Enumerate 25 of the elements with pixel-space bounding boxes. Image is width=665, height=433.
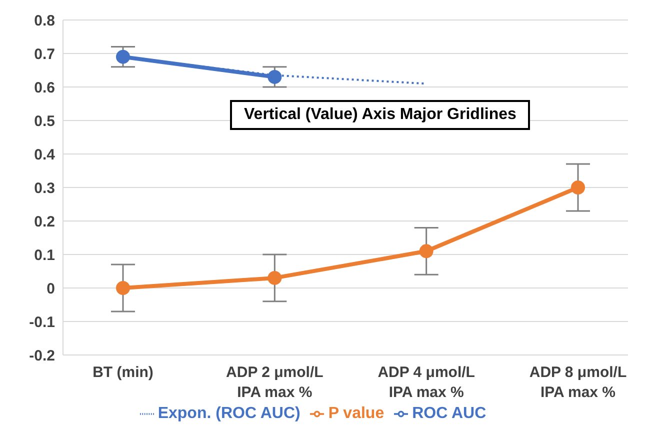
y-tick-label: 0.1 [34,246,55,264]
x-tick-label: ADP 4 μmol/L IPA max % [378,364,475,401]
legend-label: ROC AUC [412,405,486,422]
label-box: Vertical (Value) Axis Major Gridlines [230,100,530,130]
legend-label: P value [328,405,384,422]
x-tick-label: ADP 8 μmol/L IPA max % [529,364,627,401]
y-tick-label: 0.7 [34,46,55,63]
y-tick-label: 0.3 [34,180,55,197]
y-tick-label: 0.4 [34,146,56,164]
x-tick-label: BT (min) [92,364,154,381]
point [419,244,434,258]
point [268,70,282,84]
point [571,180,585,194]
y-tick-label: -0.1 [29,314,55,331]
y-tick-label: 0.5 [34,112,55,130]
point [116,281,130,295]
y-tick-label: 0 [46,280,55,298]
point [268,270,282,285]
y-tick-label: 0.2 [34,213,55,230]
y-tick-label: 0.8 [34,12,55,30]
x-tick-label: ADP 2 μmol/L IPA max % [226,364,324,401]
y-tick-label: 0.6 [34,79,55,96]
y-tick-label: -0.2 [29,347,55,364]
legend-label: Expon. (ROC AUC) [158,405,300,422]
point [116,50,130,64]
